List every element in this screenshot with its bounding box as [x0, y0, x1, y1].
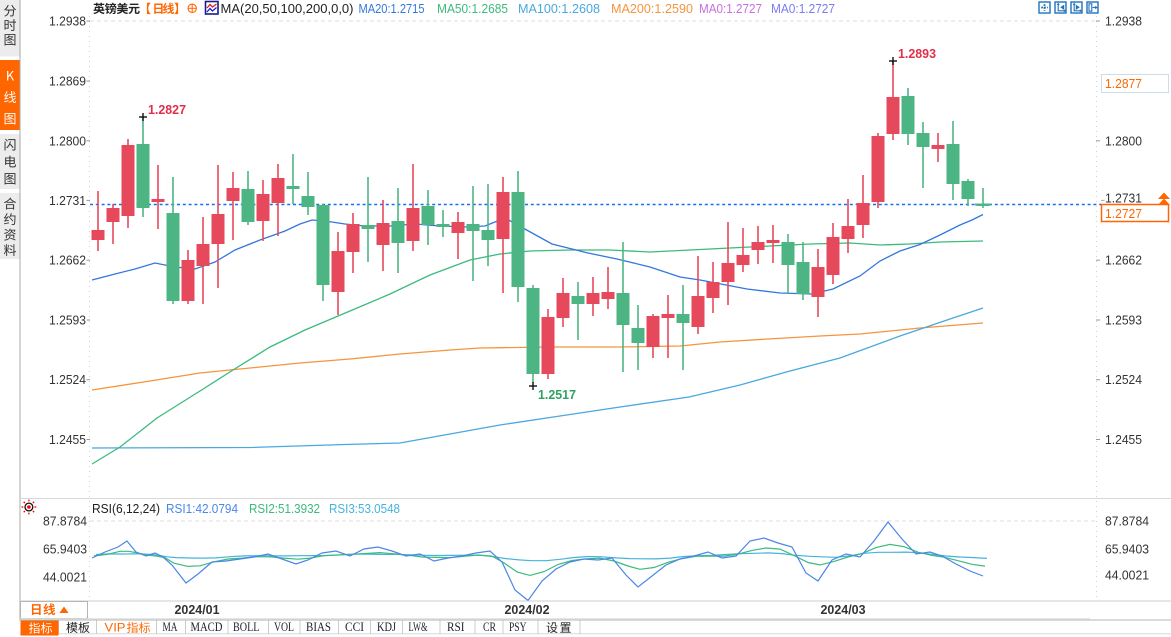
svg-text:1.2524: 1.2524: [49, 372, 86, 387]
svg-text:1.2731: 1.2731: [49, 193, 86, 208]
svg-text:LW&: LW&: [409, 620, 428, 634]
svg-text:VIP: VIP: [105, 621, 126, 635]
svg-text:MA20:1.2715: MA20:1.2715: [359, 1, 425, 16]
svg-text:RSI1:42.0794: RSI1:42.0794: [166, 501, 238, 516]
svg-text:1.2893: 1.2893: [898, 46, 936, 61]
svg-text:MA50:1.2685: MA50:1.2685: [437, 1, 508, 16]
svg-text:2024/02: 2024/02: [505, 603, 550, 617]
svg-text:KDJ: KDJ: [377, 620, 396, 634]
svg-text:1.2938: 1.2938: [49, 14, 86, 29]
svg-text:1.2800: 1.2800: [49, 133, 86, 148]
svg-text:RSI3:53.0548: RSI3:53.0548: [329, 501, 400, 516]
svg-text:44.0021: 44.0021: [1105, 568, 1149, 583]
svg-text:PSY: PSY: [509, 620, 527, 634]
svg-text:1.2455: 1.2455: [1105, 432, 1142, 447]
svg-text:65.9403: 65.9403: [1105, 542, 1149, 557]
svg-text:44.0021: 44.0021: [43, 570, 87, 585]
svg-text:MA(20,50,100,200,0,0): MA(20,50,100,200,0,0): [221, 1, 354, 16]
svg-text:87.8784: 87.8784: [1105, 514, 1149, 529]
svg-text:MA0:1.2727: MA0:1.2727: [771, 1, 835, 16]
svg-text:RSI2:51.3932: RSI2:51.3932: [249, 501, 320, 516]
svg-text:MACD: MACD: [191, 620, 223, 634]
svg-text:1.2727: 1.2727: [1105, 206, 1142, 221]
svg-text:1.2662: 1.2662: [49, 253, 86, 268]
svg-text:2024/03: 2024/03: [821, 603, 866, 617]
svg-text:BIAS: BIAS: [306, 620, 331, 634]
svg-text:1.2517: 1.2517: [538, 387, 576, 402]
svg-text:MA0:1.2727: MA0:1.2727: [699, 1, 762, 16]
svg-text:RSI: RSI: [447, 620, 465, 634]
svg-text:BOLL: BOLL: [233, 620, 260, 634]
svg-text:1.2662: 1.2662: [1105, 253, 1142, 268]
svg-text:MA100:1.2608: MA100:1.2608: [518, 1, 600, 16]
svg-text:1.2524: 1.2524: [1105, 372, 1142, 387]
svg-text:CR: CR: [483, 620, 497, 634]
svg-text:1.2827: 1.2827: [148, 102, 186, 117]
svg-text:MA200:1.2590: MA200:1.2590: [611, 1, 693, 16]
svg-text:1.2938: 1.2938: [1105, 14, 1142, 29]
svg-text:MA: MA: [163, 620, 178, 634]
svg-text:1.2731: 1.2731: [1105, 191, 1142, 206]
svg-text:87.8784: 87.8784: [43, 514, 87, 529]
svg-text:1.2593: 1.2593: [1105, 313, 1142, 328]
svg-text:1.2455: 1.2455: [49, 432, 86, 447]
svg-text:RSI(6,12,24): RSI(6,12,24): [92, 501, 160, 516]
svg-text:1.2800: 1.2800: [1105, 133, 1142, 148]
svg-text:1.2869: 1.2869: [49, 74, 86, 89]
svg-text:2024/01: 2024/01: [175, 603, 220, 617]
svg-text:VOL: VOL: [274, 620, 294, 634]
svg-text:1.2593: 1.2593: [49, 313, 86, 328]
svg-text:65.9403: 65.9403: [43, 542, 87, 557]
svg-text:CCI: CCI: [345, 620, 364, 634]
svg-text:1.2877: 1.2877: [1105, 76, 1142, 91]
